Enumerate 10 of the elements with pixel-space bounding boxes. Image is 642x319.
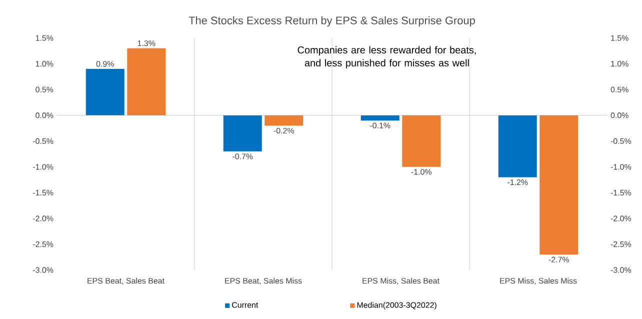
bar xyxy=(360,115,400,120)
bar xyxy=(264,115,304,126)
bar xyxy=(127,48,166,116)
bar xyxy=(498,115,537,178)
annotation: Companies are less rewarded for beats, and less punished for misses as well xyxy=(298,46,476,68)
bar xyxy=(223,115,262,152)
bar xyxy=(402,115,441,167)
bar xyxy=(540,115,578,255)
bar xyxy=(86,68,124,116)
chart-title: The Stocks Excess Return by EPS & Sales Surprise Group xyxy=(188,16,475,26)
